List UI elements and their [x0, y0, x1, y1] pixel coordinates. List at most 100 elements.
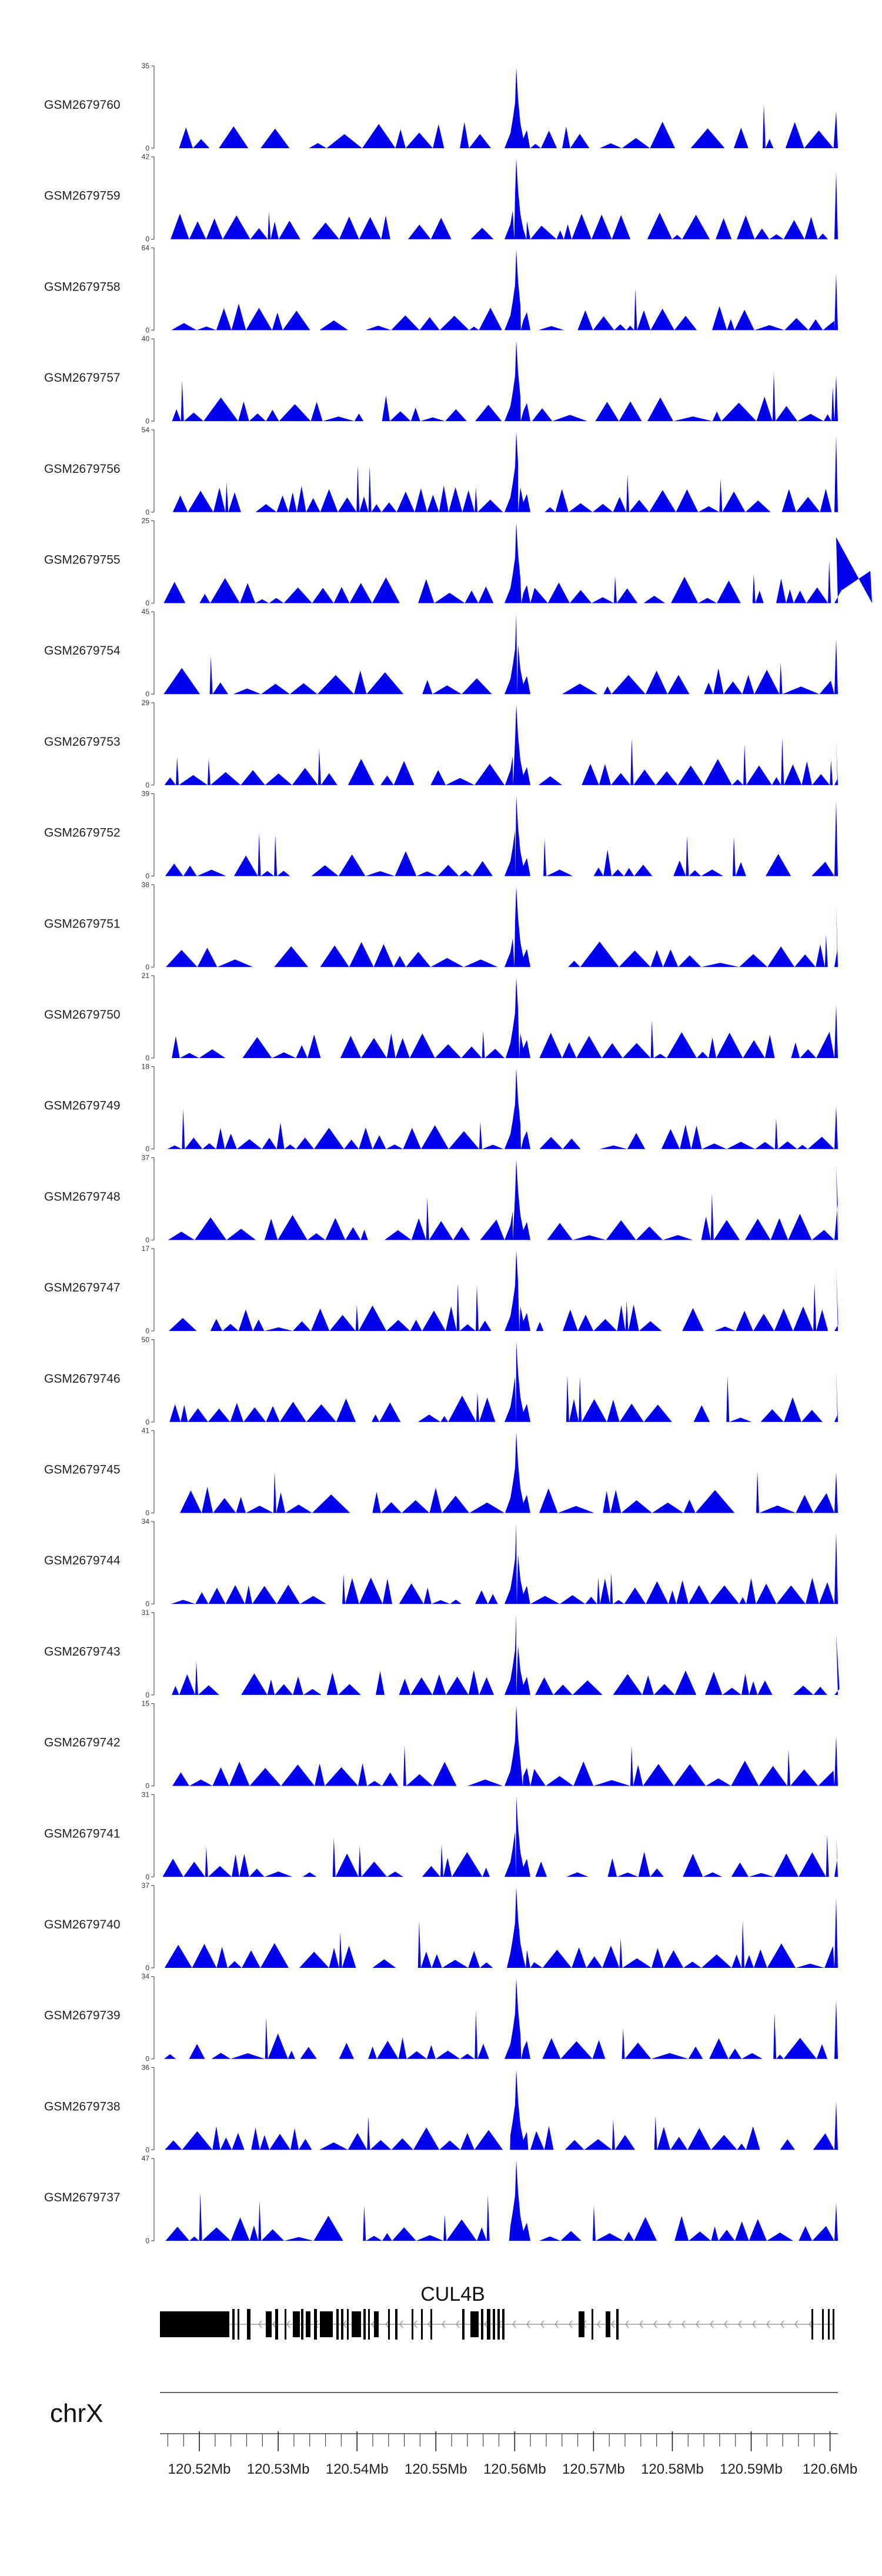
coverage-area-GSM2679757 — [160, 340, 838, 422]
y-min-label: 0 — [145, 872, 149, 880]
y-max-label: 15 — [142, 1700, 150, 1708]
y-min-label: 0 — [145, 1054, 149, 1062]
track-GSM2679757: GSM2679757 40 0 — [44, 335, 838, 425]
gene-exon — [811, 2309, 813, 2340]
gene-exon — [616, 2309, 619, 2340]
track-GSM2679759: GSM2679759 42 0 — [44, 153, 838, 243]
track-GSM2679758: GSM2679758 64 0 — [44, 243, 838, 334]
track-label: GSM2679748 — [44, 1190, 121, 1203]
strand-chevron — [371, 2320, 375, 2328]
y-min-label: 0 — [145, 781, 149, 789]
strand-chevron — [653, 2320, 657, 2328]
gene-exon — [592, 2309, 593, 2340]
y-max-label: 41 — [142, 1427, 150, 1435]
y-max-label: 29 — [142, 699, 150, 707]
y-min-label: 0 — [145, 1964, 149, 1972]
gene-exon — [374, 2311, 379, 2337]
y-min-label: 0 — [145, 508, 149, 516]
coverage-area-GSM2679758 — [160, 249, 838, 331]
track-label: GSM2679757 — [44, 371, 121, 385]
track-GSM2679748: GSM2679748 37 0 — [44, 1153, 840, 1244]
coverage-area-GSM2679754 — [160, 613, 838, 695]
strand-chevron — [484, 2320, 488, 2328]
track-label: GSM2679751 — [44, 917, 121, 930]
strand-chevron — [794, 2320, 799, 2328]
y-min-label: 0 — [145, 1873, 149, 1881]
track-GSM2679746: GSM2679746 50 0 — [44, 1336, 838, 1426]
coverage-area-GSM2679737 — [160, 2160, 838, 2241]
strand-chevron — [554, 2320, 559, 2328]
y-max-label: 17 — [142, 1244, 150, 1253]
track-label: GSM2679753 — [44, 735, 121, 749]
strand-chevron — [808, 2320, 813, 2328]
chromosome-label: chrX — [50, 2399, 103, 2428]
coverage-area-GSM2679739 — [160, 1978, 838, 2059]
strand-chevron — [611, 2320, 615, 2328]
track-GSM2679739: GSM2679739 34 0 — [44, 1973, 838, 2063]
y-min-label: 0 — [145, 2055, 149, 2063]
gene-exon — [822, 2309, 824, 2340]
track-label: GSM2679755 — [44, 553, 121, 567]
y-min-label: 0 — [145, 1145, 149, 1153]
strand-chevron — [385, 2320, 389, 2328]
y-max-label: 54 — [142, 426, 150, 434]
strand-chevron — [696, 2320, 700, 2328]
track-GSM2679749: GSM2679749 18 0 — [44, 1063, 838, 1153]
y-max-label: 35 — [142, 62, 150, 70]
track-label: GSM2679759 — [44, 189, 121, 203]
y-max-label: 47 — [142, 2154, 150, 2163]
gene-exon — [412, 2309, 413, 2340]
track-GSM2679750: GSM2679750 21 0 — [44, 972, 838, 1062]
y-max-label: 64 — [142, 243, 150, 252]
y-min-label: 0 — [145, 2237, 149, 2245]
strand-chevron — [526, 2320, 530, 2328]
strand-chevron — [752, 2320, 756, 2328]
axis-tick-label: 120.6Mb — [803, 2461, 857, 2477]
strand-chevron — [667, 2320, 671, 2328]
gene-exon — [301, 2309, 303, 2340]
track-label: GSM2679760 — [44, 98, 121, 112]
coverage-area-GSM2679751 — [160, 886, 838, 967]
genome-axis: 120.52Mb 120.53Mb 120.54Mb 120.55Mb 120.56Mb… — [160, 2431, 857, 2477]
gene-exon — [470, 2311, 479, 2337]
y-max-label: 34 — [142, 1517, 150, 1526]
track-label: GSM2679741 — [44, 1827, 121, 1840]
track-GSM2679737: GSM2679737 47 0 — [44, 2154, 838, 2245]
track-GSM2679743: GSM2679743 31 0 — [44, 1609, 840, 1699]
track-label: GSM2679752 — [44, 826, 121, 840]
track-label: GSM2679754 — [44, 644, 121, 658]
gene-exon — [363, 2309, 366, 2340]
gene-exon — [502, 2309, 505, 2340]
gene-exon — [481, 2309, 483, 2340]
coverage-area-GSM2679742 — [160, 1705, 838, 1786]
y-min-label: 0 — [145, 963, 149, 971]
gene-exon — [320, 2311, 333, 2337]
track-GSM2679753: GSM2679753 29 0 — [44, 699, 838, 789]
track-GSM2679738: GSM2679738 36 0 — [44, 2063, 838, 2154]
track-GSM2679741: GSM2679741 31 0 — [44, 1790, 838, 1881]
gene-exon — [395, 2309, 397, 2340]
y-max-label: 21 — [142, 972, 150, 980]
gene-exon — [833, 2309, 834, 2340]
axis-tick-label: 120.57Mb — [562, 2461, 625, 2477]
gene-exon — [306, 2311, 310, 2337]
track-GSM2679747: GSM2679747 17 0 — [44, 1244, 838, 1335]
strand-chevron — [413, 2320, 417, 2328]
gene-exon — [430, 2309, 432, 2340]
y-min-label: 0 — [145, 690, 149, 698]
coverage-area-GSM2679738 — [160, 2069, 838, 2150]
track-GSM2679751: GSM2679751 38 0 — [44, 880, 838, 971]
coverage-area-GSM2679741 — [160, 1796, 838, 1877]
track-label: GSM2679756 — [44, 462, 121, 476]
track-label: GSM2679750 — [44, 1008, 121, 1022]
genome-axis-track: chrX 120.52Mb 120.53Mb 120.54Mb 120.55Mb 120… — [50, 2392, 857, 2477]
axis-tick-label: 120.58Mb — [641, 2461, 704, 2477]
gene-exon — [828, 2309, 830, 2340]
track-label: GSM2679737 — [44, 2191, 121, 2204]
y-max-label: 39 — [142, 790, 150, 798]
y-max-label: 42 — [142, 153, 150, 161]
y-min-label: 0 — [145, 144, 149, 152]
strand-chevron — [766, 2320, 770, 2328]
axis-tick-label: 120.55Mb — [405, 2461, 467, 2477]
y-min-label: 0 — [145, 1782, 149, 1790]
